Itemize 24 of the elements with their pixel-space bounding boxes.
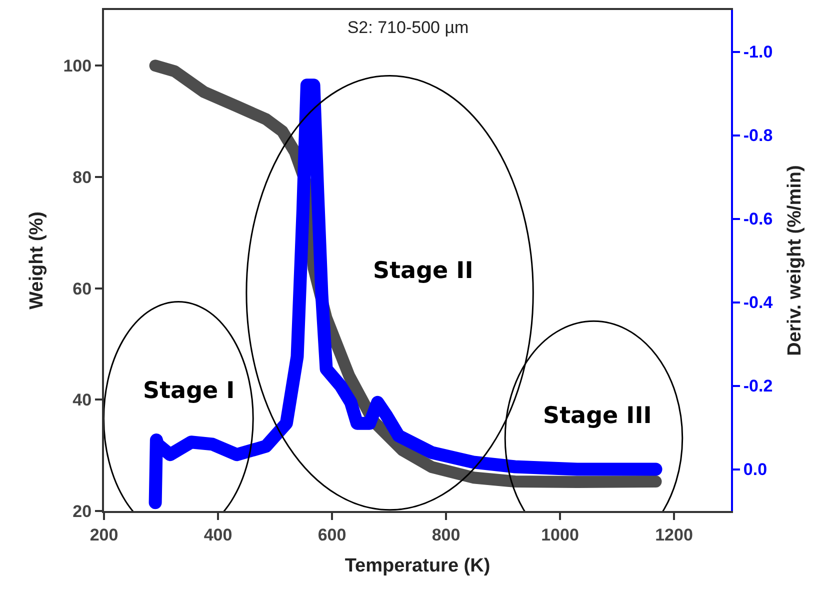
x-tick-label: 200 bbox=[90, 525, 118, 544]
x-axis-title: Temperature (K) bbox=[344, 556, 490, 577]
y2-axis-title: Deriv. weight (%/min) bbox=[784, 165, 806, 356]
y-tick-label: 100 bbox=[63, 56, 92, 76]
x-tick-label: 400 bbox=[204, 525, 232, 544]
y2-tick-label: -0.8 bbox=[743, 126, 773, 146]
x-tick-label: 800 bbox=[432, 525, 460, 544]
y-tick-label: 60 bbox=[72, 279, 92, 298]
text: S2: 710-500 µm bbox=[347, 18, 469, 37]
x-tick-label: 600 bbox=[318, 525, 346, 544]
x-tick-label: 1200 bbox=[655, 525, 693, 544]
annotation: Stage II bbox=[373, 258, 474, 284]
annotation: Stage III bbox=[543, 403, 652, 429]
y2-tick-label: -0.4 bbox=[743, 293, 774, 312]
y-tick-label: 40 bbox=[72, 390, 92, 410]
y2-tick-label: -1.0 bbox=[743, 42, 773, 62]
y2-tick-label: -0.2 bbox=[743, 376, 773, 396]
y-tick-label: 20 bbox=[72, 502, 92, 521]
y-axis-title: Weight (%) bbox=[26, 212, 48, 310]
y2-tick-label: 0.0 bbox=[743, 460, 768, 480]
x-tick-label: 1000 bbox=[541, 525, 579, 544]
y2-tick-label: -0.6 bbox=[743, 210, 773, 229]
annotation: Stage I bbox=[143, 378, 235, 404]
y-tick-label: 80 bbox=[72, 168, 92, 187]
